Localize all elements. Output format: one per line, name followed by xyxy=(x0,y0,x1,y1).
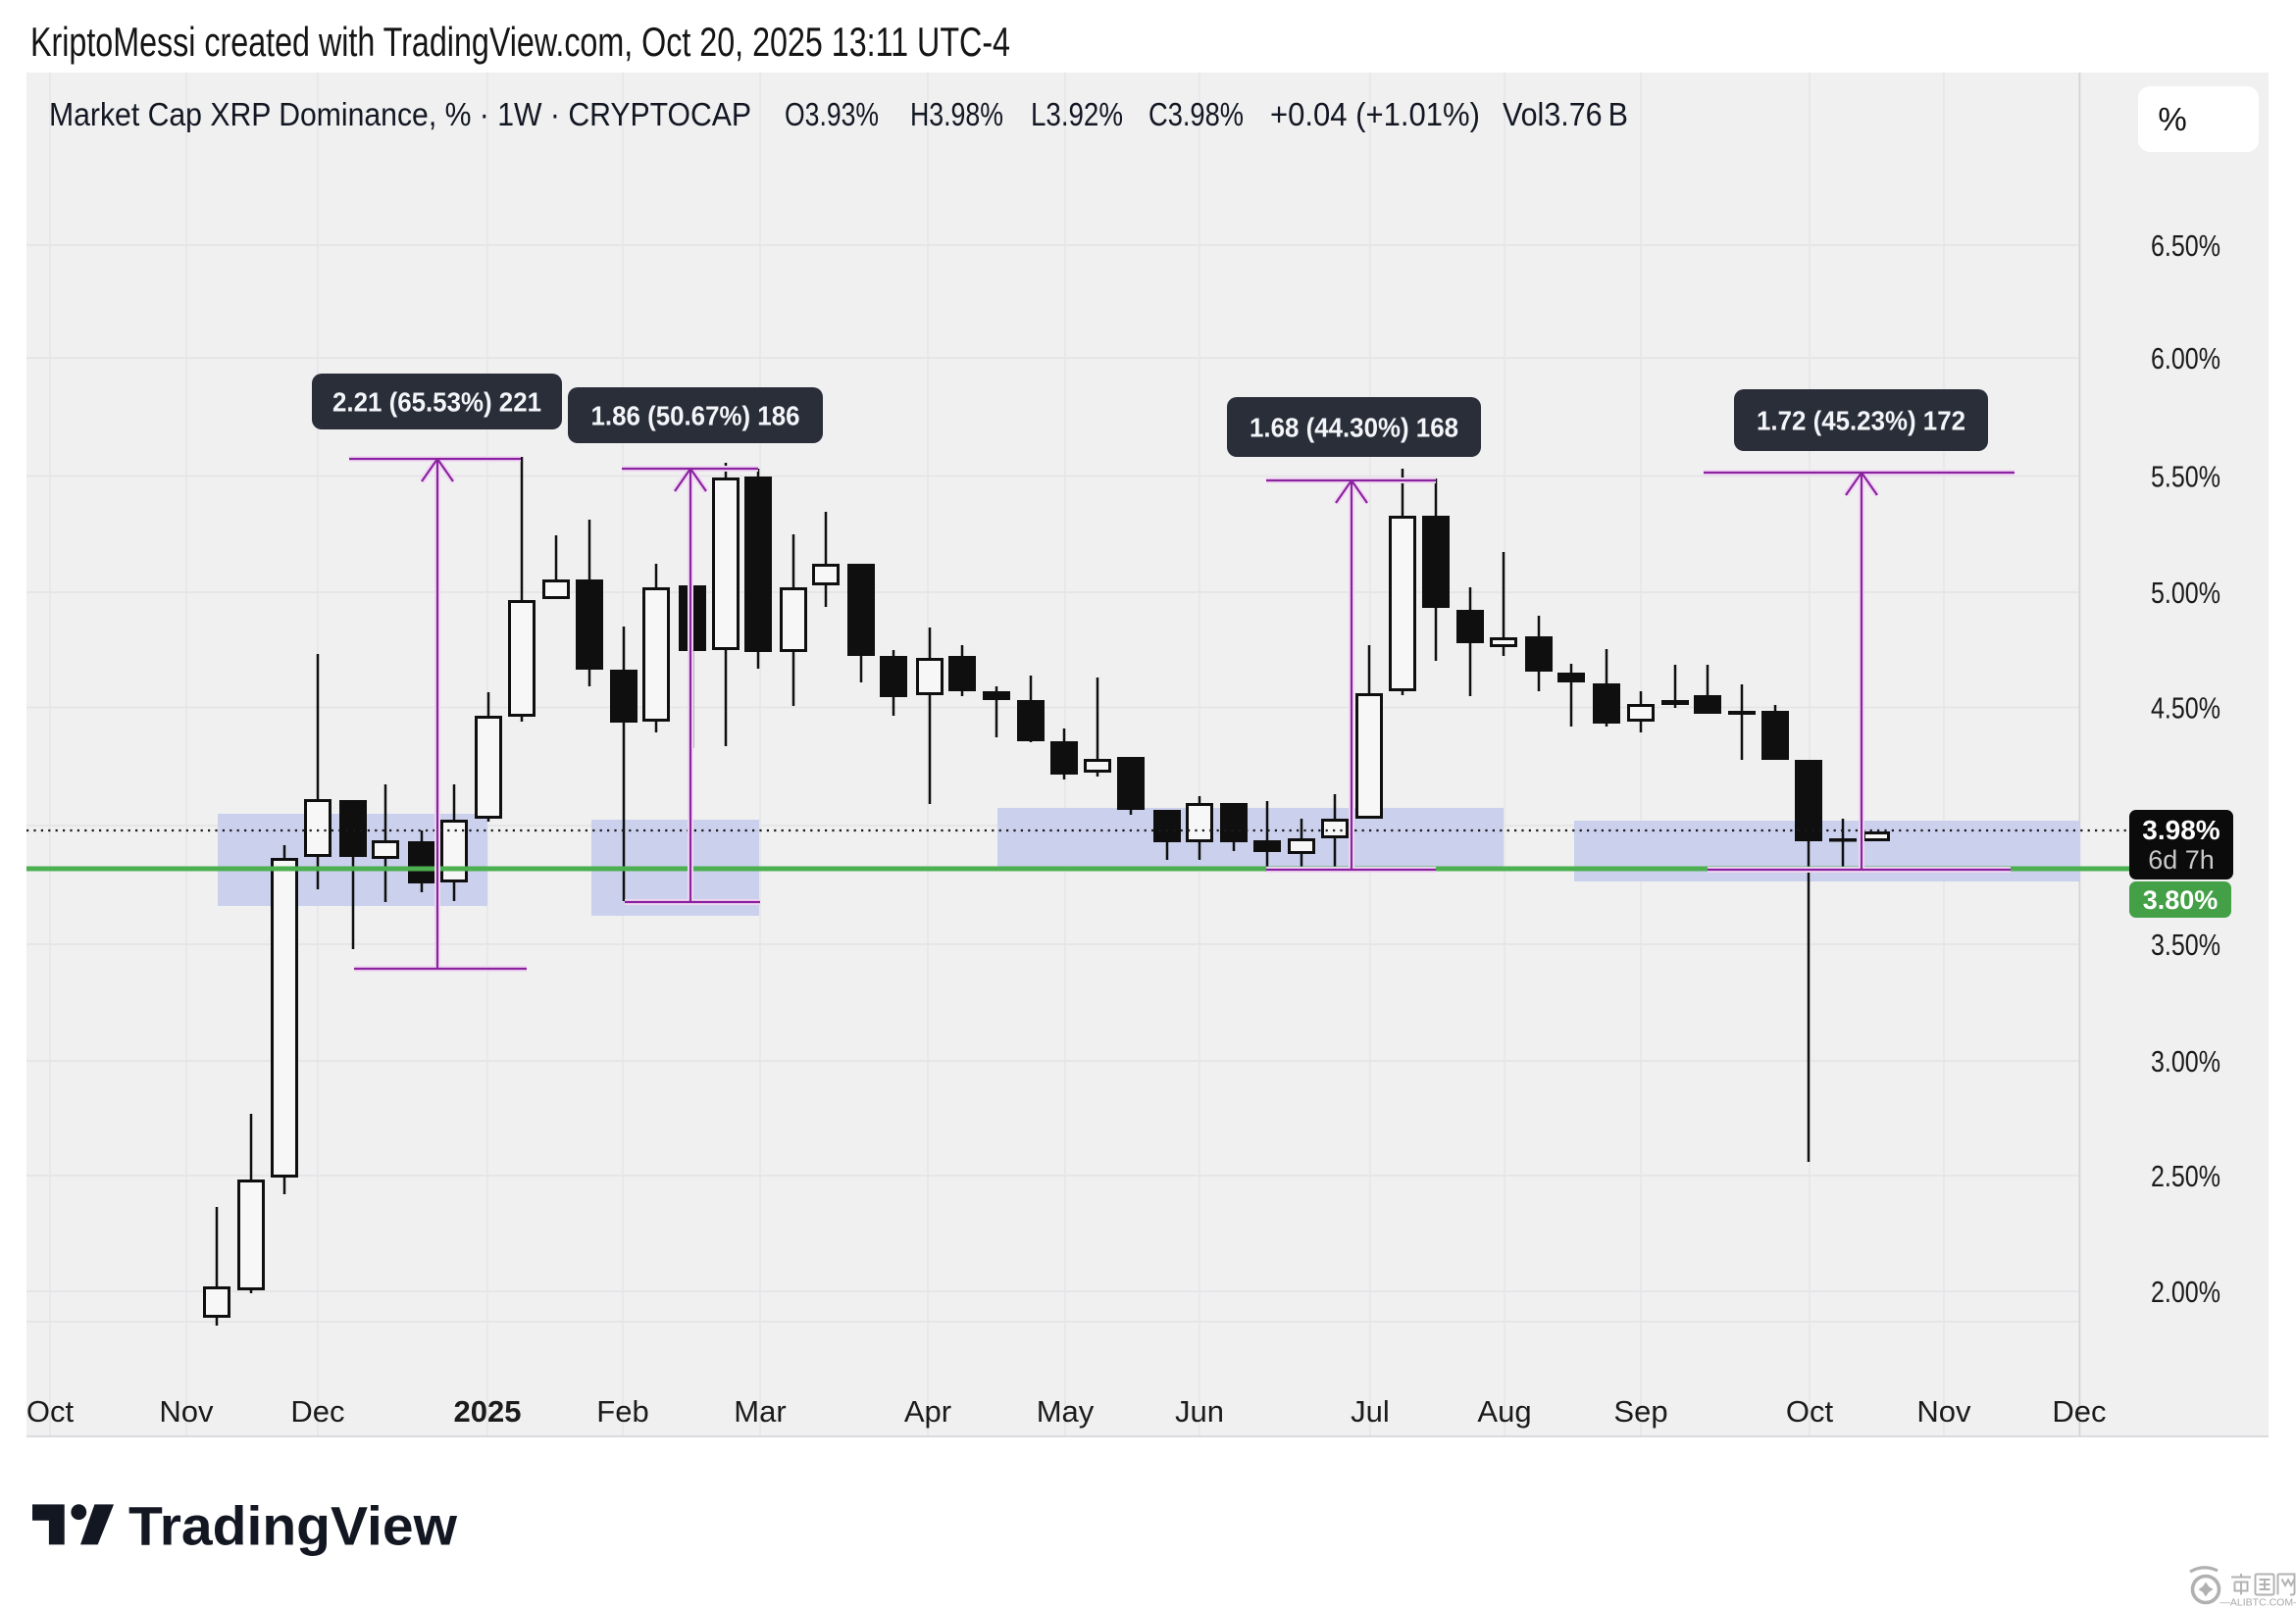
svg-text:KriptoMessi created with Tradi: KriptoMessi created with TradingView.com… xyxy=(30,19,1010,65)
svg-text:1.86 (50.67%) 186: 1.86 (50.67%) 186 xyxy=(591,401,800,431)
svg-text:3.80%: 3.80% xyxy=(2143,885,2219,915)
svg-text:L3.92%: L3.92% xyxy=(1031,96,1123,132)
svg-text:Jun: Jun xyxy=(1175,1394,1224,1429)
svg-text:2.50%: 2.50% xyxy=(2151,1159,2220,1193)
svg-text:4.50%: 4.50% xyxy=(2151,691,2220,726)
svg-text:—ALIBTC.COM—: —ALIBTC.COM— xyxy=(2219,1597,2296,1607)
svg-text:Dec: Dec xyxy=(2052,1394,2106,1429)
svg-text:May: May xyxy=(1037,1394,1095,1429)
svg-text:O3.93%: O3.93% xyxy=(785,96,879,132)
svg-text:2.21 (65.53%) 221: 2.21 (65.53%) 221 xyxy=(332,387,541,418)
svg-text:3.98%: 3.98% xyxy=(2142,815,2219,845)
svg-text:%: % xyxy=(2158,101,2186,137)
svg-text:3.50%: 3.50% xyxy=(2151,928,2220,962)
svg-text:Mar: Mar xyxy=(734,1394,786,1429)
svg-text:1.68 (44.30%) 168: 1.68 (44.30%) 168 xyxy=(1250,413,1458,443)
svg-text:Oct: Oct xyxy=(26,1394,75,1429)
svg-text:6d 7h: 6d 7h xyxy=(2148,845,2215,875)
svg-text:Dec: Dec xyxy=(290,1394,344,1429)
svg-text:1.72 (45.23%) 172: 1.72 (45.23%) 172 xyxy=(1757,406,1965,436)
svg-text:6.00%: 6.00% xyxy=(2151,341,2220,376)
svg-text:Vol3.76 B: Vol3.76 B xyxy=(1503,96,1628,132)
svg-text:6.50%: 6.50% xyxy=(2151,228,2220,263)
svg-text:Aug: Aug xyxy=(1477,1394,1531,1429)
svg-text:Nov: Nov xyxy=(159,1394,214,1429)
svg-text:2025: 2025 xyxy=(454,1394,522,1429)
svg-text:Apr: Apr xyxy=(904,1394,951,1429)
svg-text:2.00%: 2.00% xyxy=(2151,1275,2220,1309)
svg-text:H3.98%: H3.98% xyxy=(910,96,1003,132)
svg-text:5.50%: 5.50% xyxy=(2151,460,2220,494)
svg-text:Sep: Sep xyxy=(1613,1394,1667,1429)
svg-text:Feb: Feb xyxy=(596,1394,648,1429)
svg-text:Market Cap XRP Dominance, % ·: Market Cap XRP Dominance, % · 1W · CRYPT… xyxy=(49,96,751,132)
svg-text:Jul: Jul xyxy=(1351,1394,1390,1429)
svg-text:+0.04 (+1.01%): +0.04 (+1.01%) xyxy=(1270,96,1480,132)
svg-text:C3.98%: C3.98% xyxy=(1148,96,1244,132)
svg-text:3.00%: 3.00% xyxy=(2151,1044,2220,1079)
svg-text:5.00%: 5.00% xyxy=(2151,576,2220,610)
svg-text:TradingView: TradingView xyxy=(128,1495,457,1557)
svg-text:Nov: Nov xyxy=(1916,1394,1971,1429)
svg-text:Oct: Oct xyxy=(1786,1394,1834,1429)
